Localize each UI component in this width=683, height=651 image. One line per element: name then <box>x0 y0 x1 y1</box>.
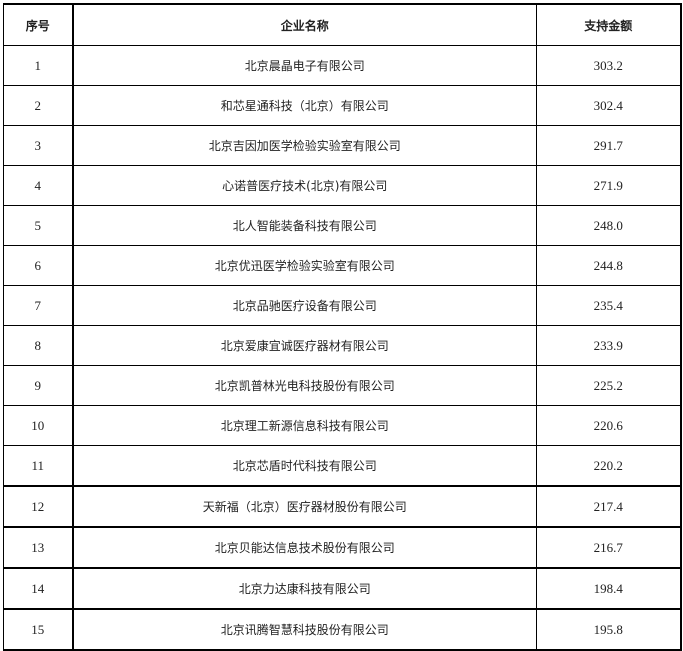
company-name: 北京芯盾时代科技有限公司 <box>72 445 537 487</box>
company-name: 北人智能装备科技有限公司 <box>72 205 537 246</box>
support-amount: 233.9 <box>536 325 682 366</box>
table-row: 11 北京芯盾时代科技有限公司 220.2 <box>3 445 682 487</box>
company-name: 天新福（北京）医疗器材股份有限公司 <box>72 485 537 528</box>
row-index: 12 <box>3 485 74 528</box>
table-row: 14 北京力达康科技有限公司 198.4 <box>3 567 682 610</box>
row-index: 1 <box>3 45 74 86</box>
row-index: 9 <box>3 365 74 406</box>
row-index: 7 <box>3 285 74 326</box>
header-amount: 支持金额 <box>536 3 682 46</box>
support-amount: 271.9 <box>536 165 682 206</box>
support-amount: 217.4 <box>536 485 682 528</box>
company-name: 北京理工新源信息科技有限公司 <box>72 405 537 446</box>
support-amount: 248.0 <box>536 205 682 246</box>
table-row: 4 心诺普医疗技术(北京)有限公司 271.9 <box>3 165 682 206</box>
support-amount: 198.4 <box>536 567 682 610</box>
support-amount: 220.2 <box>536 445 682 487</box>
row-index: 11 <box>3 445 74 487</box>
company-name: 北京凯普林光电科技股份有限公司 <box>72 365 537 406</box>
table-row: 8 北京爱康宜诚医疗器材有限公司 233.9 <box>3 325 682 366</box>
support-amount: 195.8 <box>536 608 682 651</box>
header-index: 序号 <box>3 3 74 46</box>
funding-table: 序号 企业名称 支持金额 1 北京晨晶电子有限公司 303.2 2 和芯星通科技（北京）… <box>3 3 682 651</box>
support-amount: 235.4 <box>536 285 682 326</box>
row-index: 14 <box>3 567 74 610</box>
header-company-name: 企业名称 <box>72 3 537 46</box>
support-amount: 291.7 <box>536 125 682 166</box>
row-index: 2 <box>3 85 74 126</box>
company-name: 和芯星通科技（北京）有限公司 <box>72 85 537 126</box>
support-amount: 216.7 <box>536 526 682 569</box>
table-row: 3 北京吉因加医学检验实验室有限公司 291.7 <box>3 125 682 166</box>
table-row: 12 天新福（北京）医疗器材股份有限公司 217.4 <box>3 485 682 528</box>
row-index: 8 <box>3 325 74 366</box>
support-amount: 303.2 <box>536 45 682 86</box>
company-name: 北京力达康科技有限公司 <box>72 567 537 610</box>
table-row: 6 北京优迅医学检验实验室有限公司 244.8 <box>3 245 682 286</box>
row-index: 6 <box>3 245 74 286</box>
table-row: 2 和芯星通科技（北京）有限公司 302.4 <box>3 85 682 126</box>
table-row: 1 北京晨晶电子有限公司 303.2 <box>3 45 682 86</box>
company-name: 北京晨晶电子有限公司 <box>72 45 537 86</box>
support-amount: 220.6 <box>536 405 682 446</box>
table-row: 5 北人智能装备科技有限公司 248.0 <box>3 205 682 246</box>
company-name: 心诺普医疗技术(北京)有限公司 <box>72 165 537 206</box>
support-amount: 225.2 <box>536 365 682 406</box>
row-index: 5 <box>3 205 74 246</box>
company-name: 北京贝能达信息技术股份有限公司 <box>72 526 537 569</box>
company-name: 北京优迅医学检验实验室有限公司 <box>72 245 537 286</box>
table-row: 7 北京品驰医疗设备有限公司 235.4 <box>3 285 682 326</box>
row-index: 10 <box>3 405 74 446</box>
row-index: 4 <box>3 165 74 206</box>
table-row: 13 北京贝能达信息技术股份有限公司 216.7 <box>3 526 682 569</box>
row-index: 13 <box>3 526 74 569</box>
row-index: 15 <box>3 608 74 651</box>
company-name: 北京爱康宜诚医疗器材有限公司 <box>72 325 537 366</box>
table-row: 15 北京讯腾智慧科技股份有限公司 195.8 <box>3 608 682 651</box>
table-row: 9 北京凯普林光电科技股份有限公司 225.2 <box>3 365 682 406</box>
company-name: 北京吉因加医学检验实验室有限公司 <box>72 125 537 166</box>
support-amount: 244.8 <box>536 245 682 286</box>
support-amount: 302.4 <box>536 85 682 126</box>
company-name: 北京品驰医疗设备有限公司 <box>72 285 537 326</box>
header-row: 序号 企业名称 支持金额 <box>3 3 682 46</box>
row-index: 3 <box>3 125 74 166</box>
company-name: 北京讯腾智慧科技股份有限公司 <box>72 608 537 651</box>
table-row: 10 北京理工新源信息科技有限公司 220.6 <box>3 405 682 446</box>
